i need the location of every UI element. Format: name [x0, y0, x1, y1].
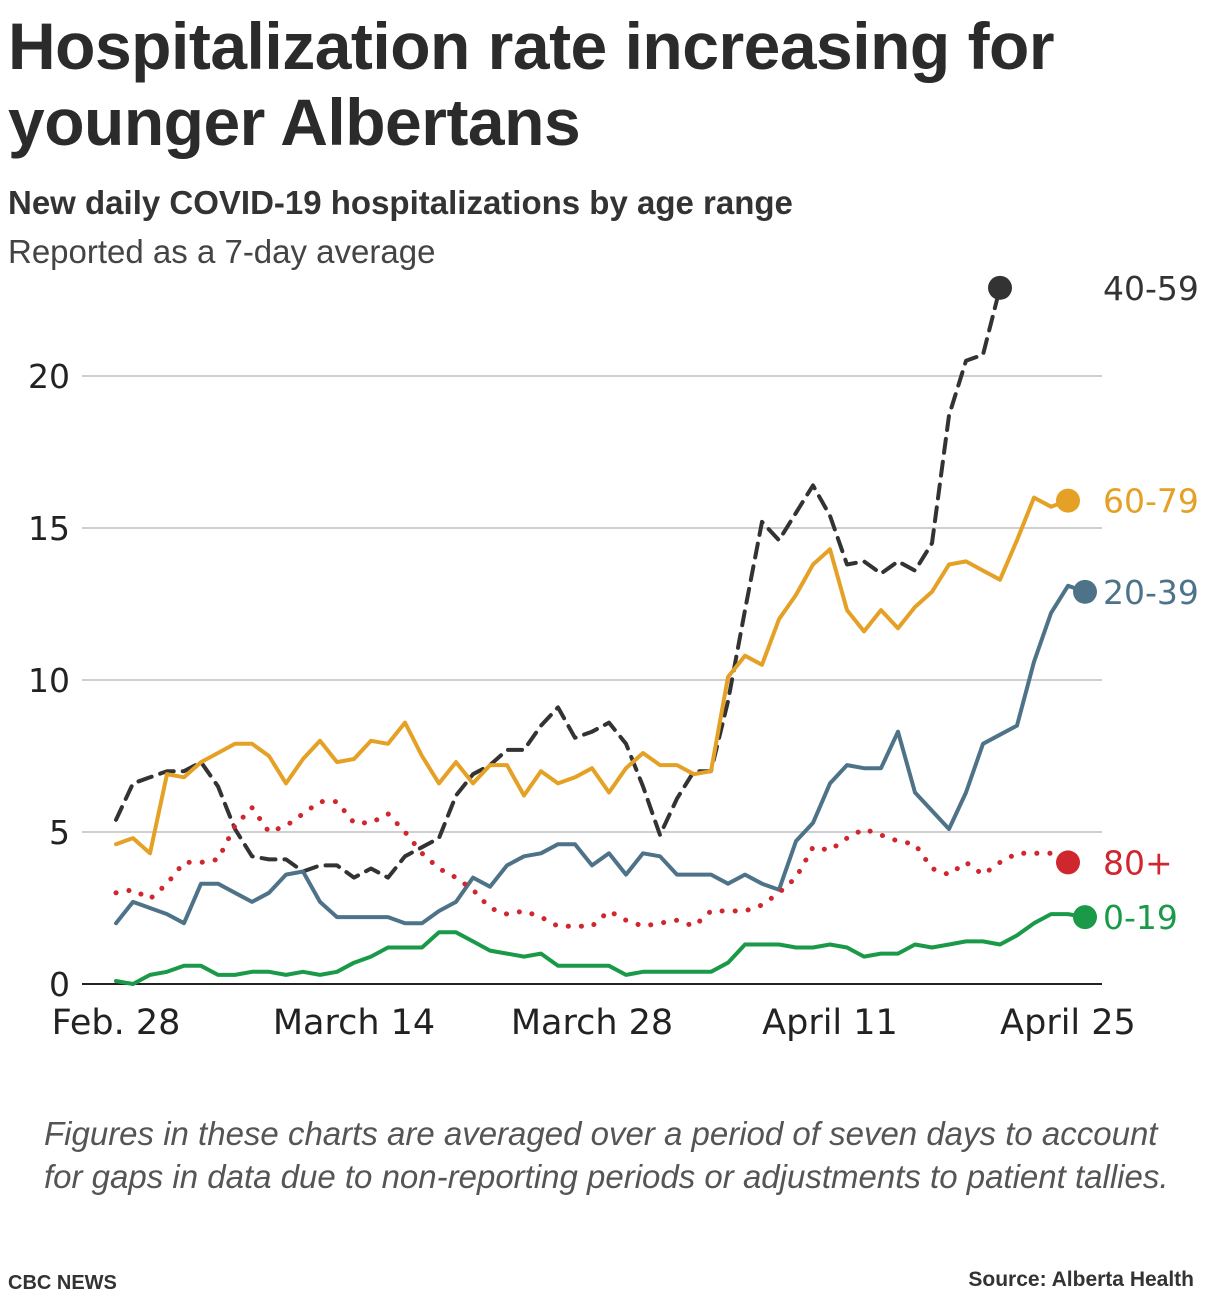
series-line-60-79: [114, 495, 1070, 856]
series-label: 60-79: [1103, 482, 1199, 521]
x-tick-label: April 11: [762, 1003, 898, 1043]
series-end-marker: [1056, 850, 1080, 875]
y-tick-label: 0: [49, 965, 70, 1004]
y-tick-label: 5: [49, 813, 70, 852]
series-line-0-19: [114, 912, 1087, 986]
series-label: 40-59: [1103, 269, 1199, 308]
credit-logo: CBC NEWS: [8, 1272, 117, 1294]
chart-note: Reported as a 7-day average: [8, 233, 436, 270]
series-end-marker: [1073, 905, 1097, 930]
x-tick-label: March 14: [273, 1003, 435, 1043]
series-label: 80+: [1103, 843, 1173, 882]
series-end-marker: [1073, 579, 1097, 604]
series-end-marker: [1056, 488, 1080, 513]
y-axis-labels: 0 5 10 15 20: [28, 357, 70, 1004]
series-lines: [113, 285, 1087, 986]
x-tick-label: March 28: [511, 1003, 673, 1043]
series-end-marker: [988, 275, 1012, 300]
series-end-labels: 40-59 60-79 20-39 80+ 0-19: [988, 269, 1199, 937]
series-line-40-59: [114, 285, 1002, 880]
x-tick-label: Feb. 28: [52, 1003, 181, 1043]
x-axis-labels: Feb. 28 March 14 March 28 April 11 April 25: [52, 1003, 1136, 1043]
source-note: Source: Alberta Health: [968, 1268, 1194, 1291]
grid-lines: [82, 375, 1102, 985]
series-line-20-39: [114, 583, 1087, 926]
series-label: 0-19: [1103, 898, 1178, 937]
y-tick-label: 15: [28, 509, 70, 548]
series-label: 20-39: [1103, 573, 1199, 612]
chart-subtitle: New daily COVID-19 hospitalizations by a…: [8, 184, 793, 221]
chart-title: Hospitalization rate increasing for youn…: [8, 9, 1055, 159]
y-tick-label: 10: [28, 661, 70, 700]
x-tick-label: April 25: [1000, 1003, 1136, 1043]
series-line-80+: [113, 799, 1071, 929]
y-tick-label: 20: [28, 357, 70, 396]
line-chart: 0 5 10 15 20 Feb. 28 March 14 March 28 April 11…: [28, 269, 1199, 1043]
footnote: Figures in these charts are averaged ove…: [44, 1115, 1169, 1195]
